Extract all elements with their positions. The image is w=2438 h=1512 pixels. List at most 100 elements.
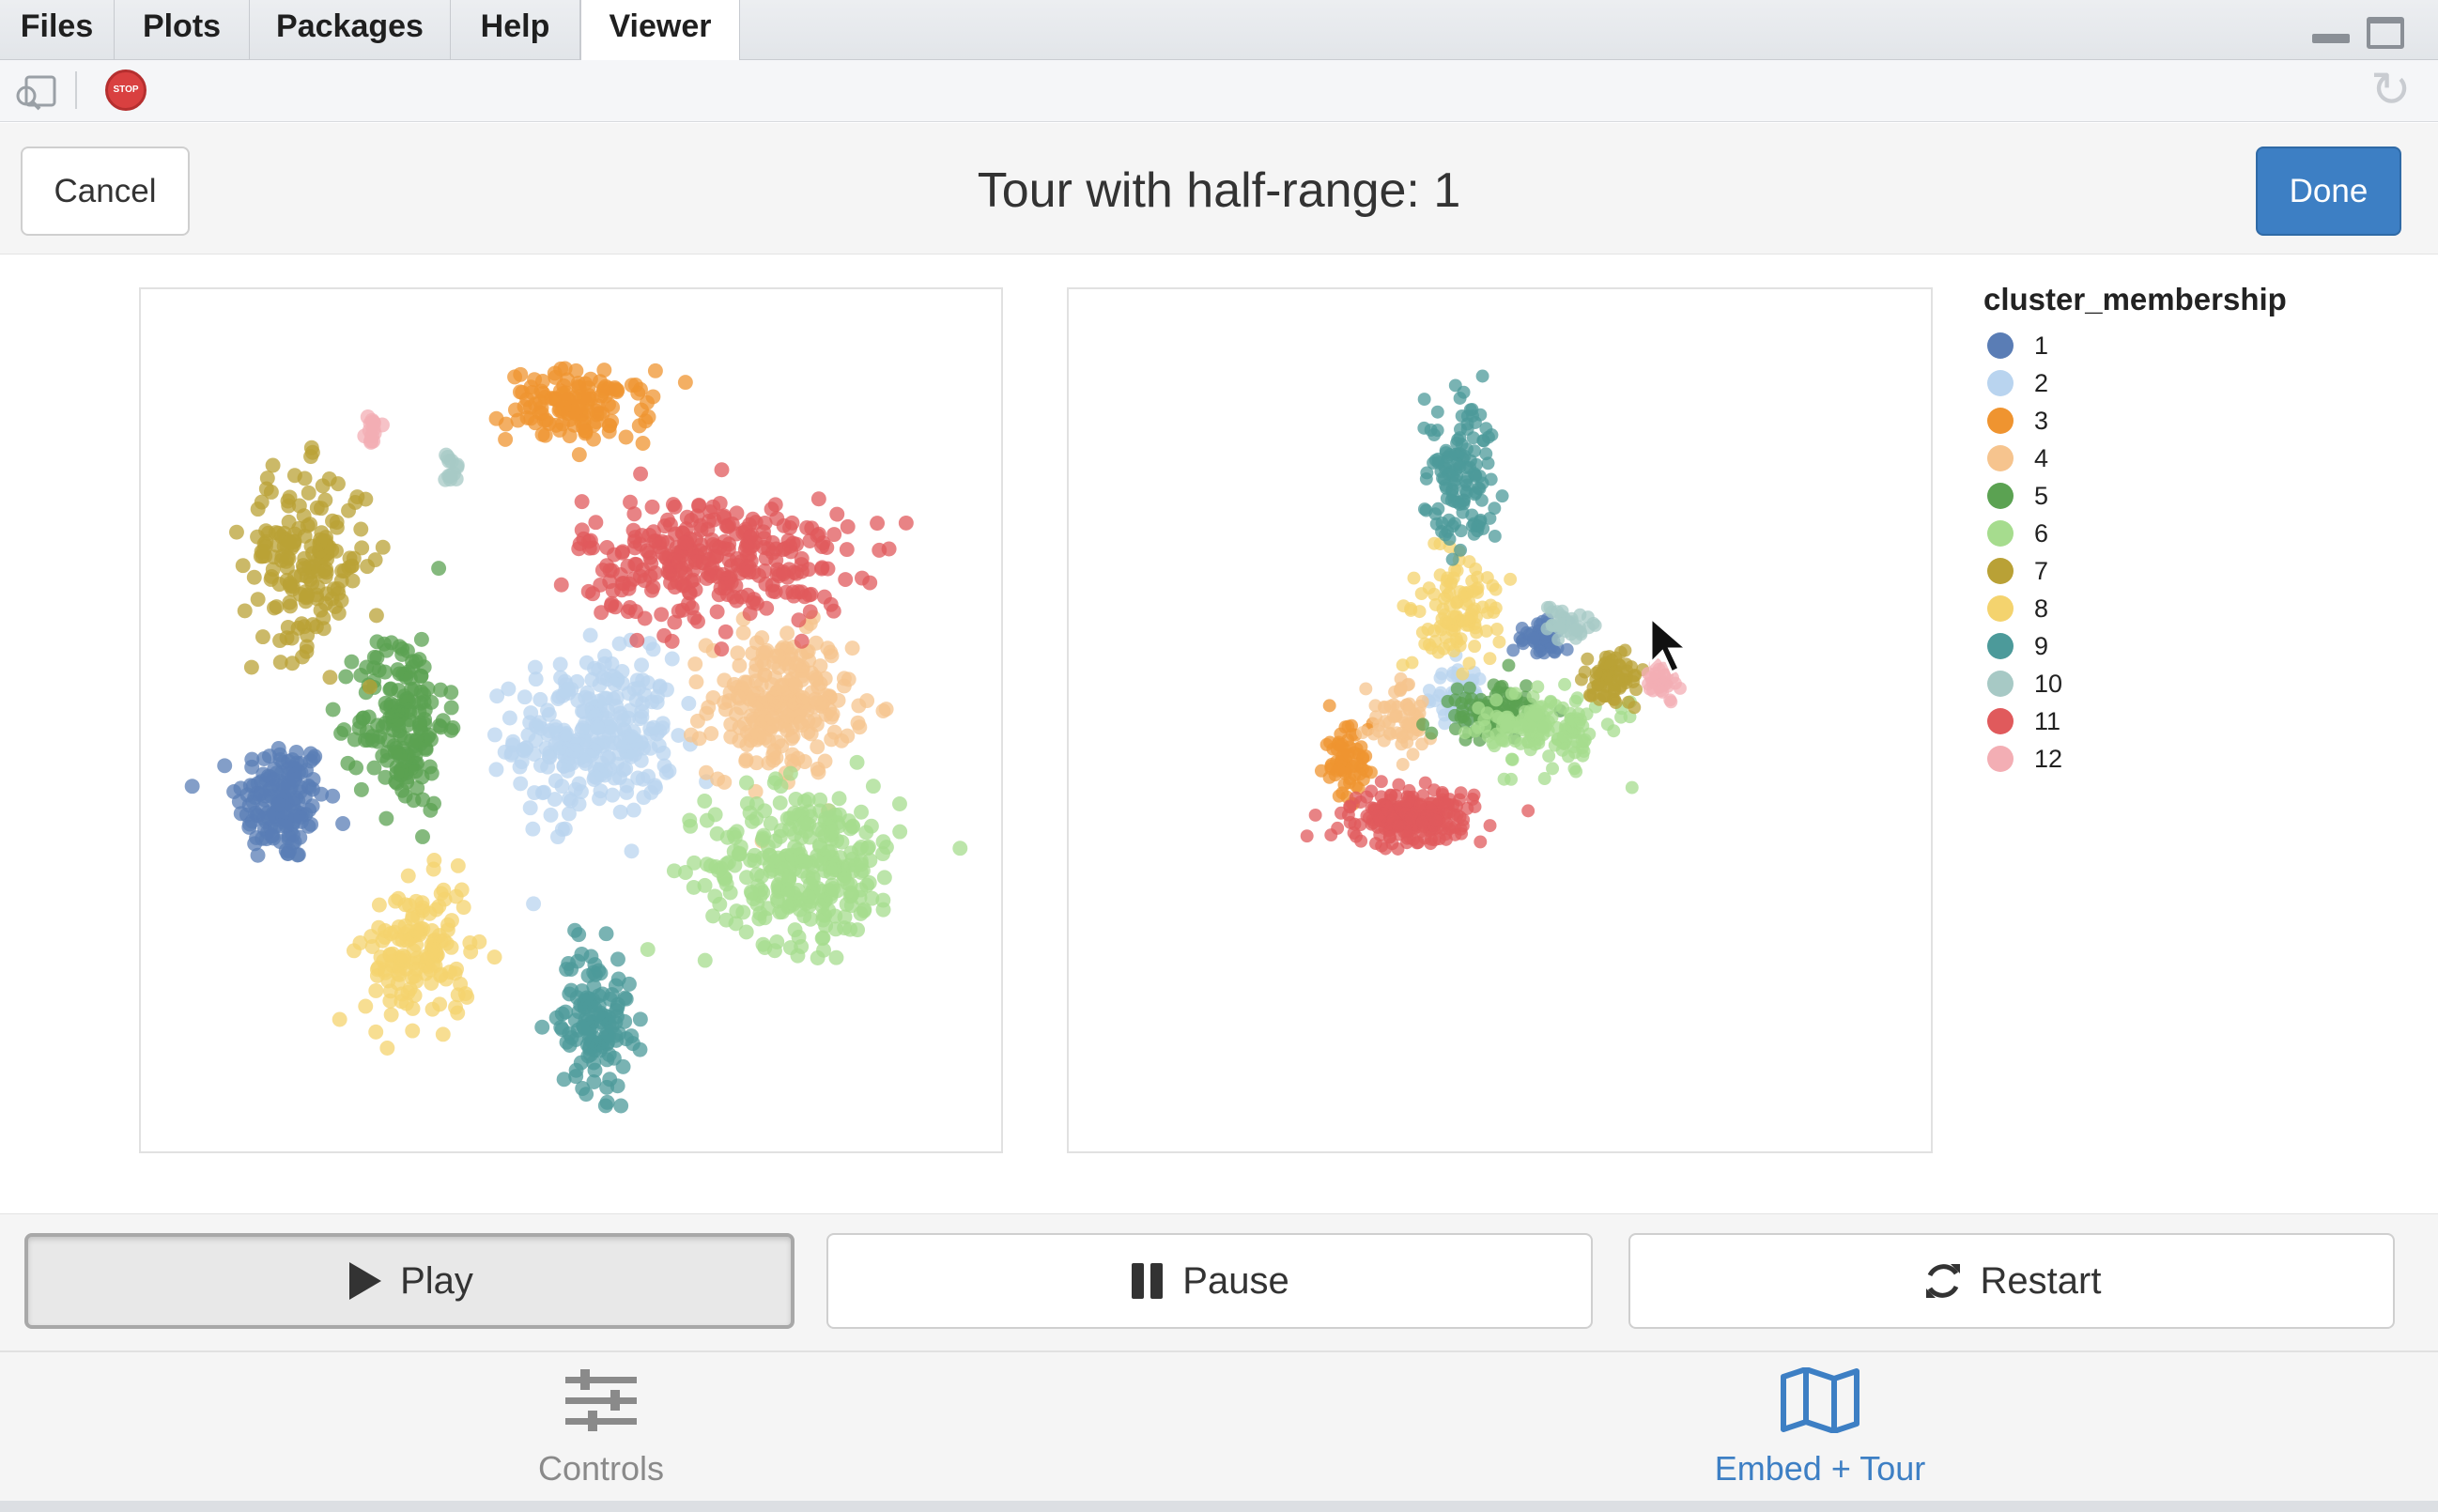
data-point [255,629,270,645]
data-point [331,605,347,621]
data-point [875,703,891,719]
data-point [1449,632,1463,646]
data-point [1454,543,1468,557]
data-point [1360,809,1374,823]
data-point [755,830,771,846]
data-point [818,810,834,826]
data-point [1508,734,1522,748]
data-point [693,522,709,538]
data-point [610,951,625,967]
tab-viewer[interactable]: Viewer [580,0,740,62]
show-in-new-window-icon[interactable] [13,73,58,111]
data-point [383,926,399,942]
data-point [368,1024,384,1040]
data-point [1468,444,1482,458]
data-point [574,946,590,962]
data-point [498,416,514,432]
done-button[interactable]: Done [2256,147,2401,236]
data-point [1533,644,1547,658]
data-point [532,758,548,773]
data-point [523,705,539,720]
data-point [655,533,670,549]
tab-packages[interactable]: Packages [250,0,451,60]
data-point [840,518,856,534]
play-icon [349,1262,382,1300]
pause-icon [1132,1263,1164,1299]
data-point [1474,493,1489,507]
pause-button[interactable]: Pause [826,1233,1593,1329]
data-point [673,560,689,576]
data-point [574,494,590,510]
nav-item-embed-tour[interactable]: Embed + Tour [1632,1366,2008,1489]
data-point [184,779,200,795]
data-point [636,790,652,806]
tab-help[interactable]: Help [451,0,580,60]
cluster-8-points [1396,536,1518,681]
nav-item-controls[interactable]: Controls [413,1367,789,1489]
data-point [748,810,764,826]
legend-item: 5 [1983,477,2287,515]
data-point [237,603,253,619]
data-point [255,543,271,559]
legend-label: 7 [2034,556,2049,585]
data-point [393,767,409,783]
cluster-11-points [553,462,914,657]
data-point [226,784,242,799]
play-label: Play [400,1259,473,1302]
data-point [1354,834,1368,848]
data-point [1374,775,1388,789]
data-point [407,988,423,1003]
play-button[interactable]: Play [24,1233,795,1329]
restart-button[interactable]: Restart [1628,1233,2395,1329]
data-point [709,825,725,841]
data-point [796,589,812,605]
minimize-pane-icon[interactable] [2312,34,2350,43]
legend-label: 12 [2034,744,2063,773]
maximize-pane-icon[interactable] [2367,17,2404,49]
data-point [621,710,636,726]
data-point [1450,682,1464,696]
legend-swatch [1987,332,2014,359]
data-point [439,971,454,987]
cancel-button[interactable]: Cancel [21,147,190,236]
data-point [1600,717,1614,732]
data-point [250,592,266,608]
stop-icon[interactable] [105,69,147,111]
data-point [392,639,408,655]
data-point [646,524,661,540]
data-point [1569,734,1583,748]
data-point [817,753,833,769]
legend-swatch [1987,408,2014,434]
data-point [1578,665,1592,679]
data-point [589,736,605,752]
data-point [640,409,656,424]
tab-files[interactable]: Files [0,0,115,60]
data-point [519,392,535,408]
data-point [285,656,301,671]
data-point [728,578,744,594]
legend-item: 4 [1983,440,2287,477]
data-point [235,558,251,574]
data-point [228,524,244,540]
data-point [714,462,730,478]
data-point [517,689,532,705]
data-point [610,382,625,398]
data-point [527,659,543,675]
cluster-3-points [488,361,693,463]
data-point [849,754,865,770]
data-point [757,667,773,683]
data-point [667,614,683,630]
data-point [391,683,407,699]
viewer-toolbar: ↻ [0,60,2438,122]
data-point [282,578,298,594]
gadget-title-bar: Cancel Tour with half-range: 1 Done [0,123,2438,255]
data-point [820,561,836,577]
refresh-icon[interactable]: ↻ [2370,63,2412,117]
data-point [401,702,417,718]
data-point [1440,816,1454,830]
data-point [305,617,320,633]
data-point [356,710,371,726]
data-point [585,586,601,602]
data-point [671,728,687,743]
tab-plots[interactable]: Plots [115,0,250,60]
